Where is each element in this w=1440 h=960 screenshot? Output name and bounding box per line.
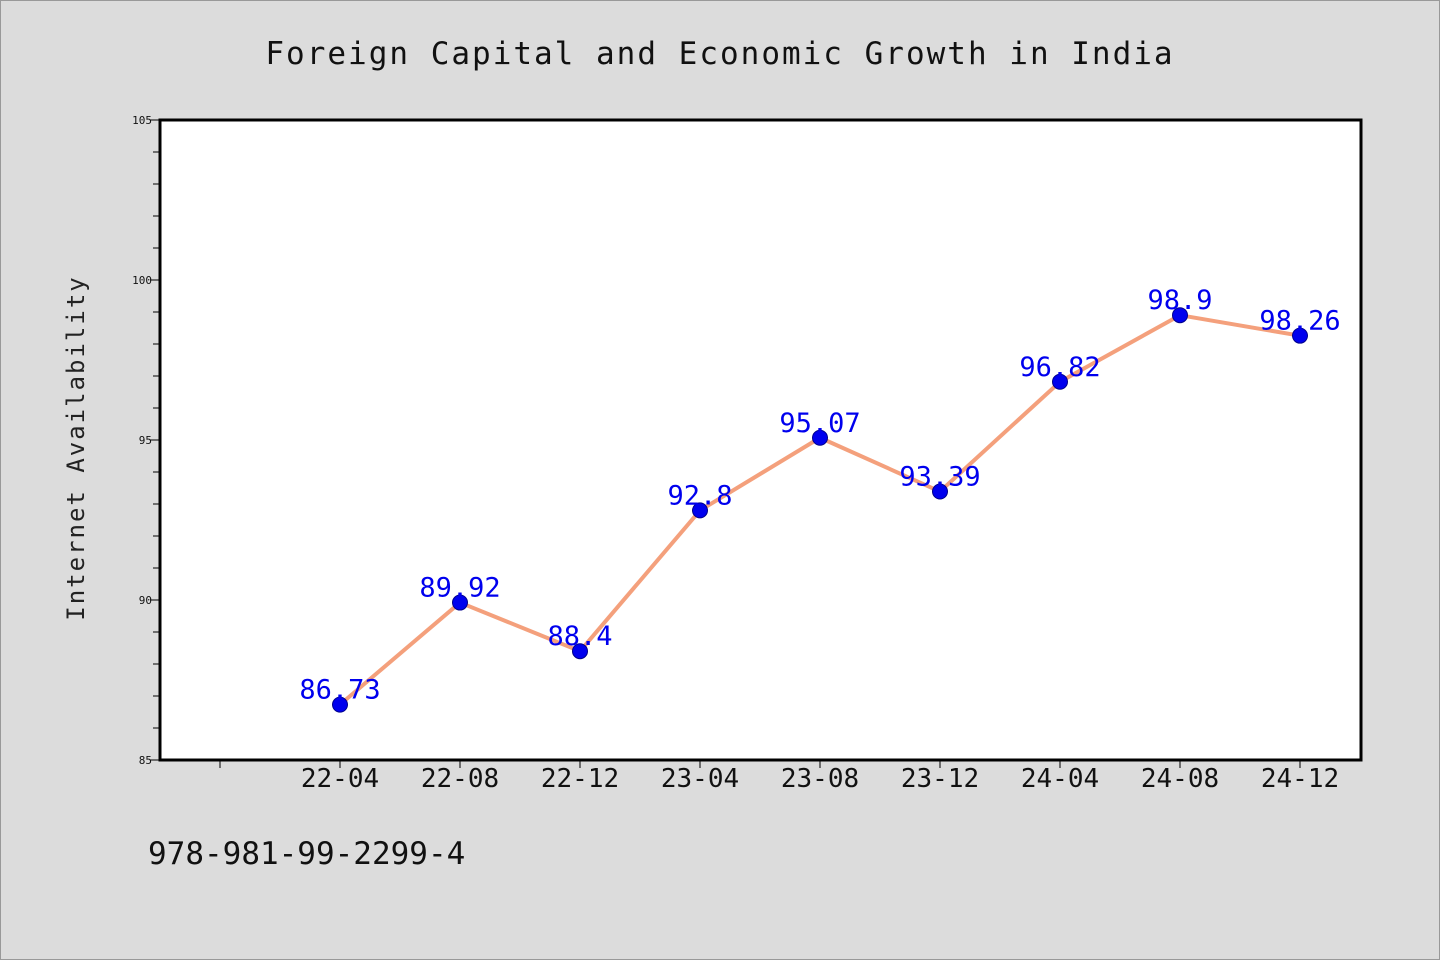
data-labels: 86.73 89.92 88.4 92.8 95.07 93.39 96.82 98.9 98.… <box>299 285 1340 705</box>
data-label: 98.9 <box>1147 285 1212 316</box>
x-tick-label: 22-12 <box>541 764 619 794</box>
x-tick-label: 23-08 <box>781 764 859 794</box>
isbn-footnote: 978-981-99-2299-4 <box>148 836 465 872</box>
data-label: 89.92 <box>419 573 500 604</box>
x-axis-ticks: 22-04 22-08 22-12 23-04 23-08 23-12 24-04 24-08… <box>219 760 1339 794</box>
y-tick-label: 105 <box>132 114 152 127</box>
x-tick-label: 24-08 <box>1141 764 1219 794</box>
data-point <box>452 594 468 611</box>
data-label: 88.4 <box>547 621 612 652</box>
data-point <box>1172 307 1188 324</box>
data-point <box>332 696 348 713</box>
data-label: 86.73 <box>299 675 380 706</box>
x-tick-label: 23-04 <box>661 764 739 794</box>
data-label: 96.82 <box>1019 352 1100 383</box>
data-label: 95.07 <box>779 408 860 439</box>
plot-area <box>158 118 1363 762</box>
x-tick-label: 24-04 <box>1021 764 1099 794</box>
y-tick-label: 95 <box>139 434 152 447</box>
y-axis-ticks: 85 90 95 100 105 <box>132 114 160 767</box>
x-tick-label: 24-12 <box>1261 764 1339 794</box>
y-tick-label: 90 <box>139 594 152 607</box>
data-point <box>1292 327 1308 344</box>
data-point <box>1052 373 1068 390</box>
data-point <box>812 429 828 446</box>
y-tick-label: 85 <box>139 754 152 767</box>
x-tick-label: 22-08 <box>421 764 499 794</box>
y-axis-label: Internet Availability <box>62 275 90 620</box>
data-label: 92.8 <box>667 480 732 511</box>
data-point <box>932 483 948 500</box>
x-tick-label: 23-12 <box>901 764 979 794</box>
data-label: 93.39 <box>899 462 980 493</box>
chart-title: Foreign Capital and Economic Growth in I… <box>265 36 1174 72</box>
data-point <box>692 502 708 519</box>
data-point <box>572 643 588 660</box>
data-label: 98.26 <box>1259 306 1340 337</box>
data-markers <box>332 307 1308 713</box>
y-tick-label: 100 <box>132 274 152 287</box>
x-tick-label: 22-04 <box>301 764 379 794</box>
